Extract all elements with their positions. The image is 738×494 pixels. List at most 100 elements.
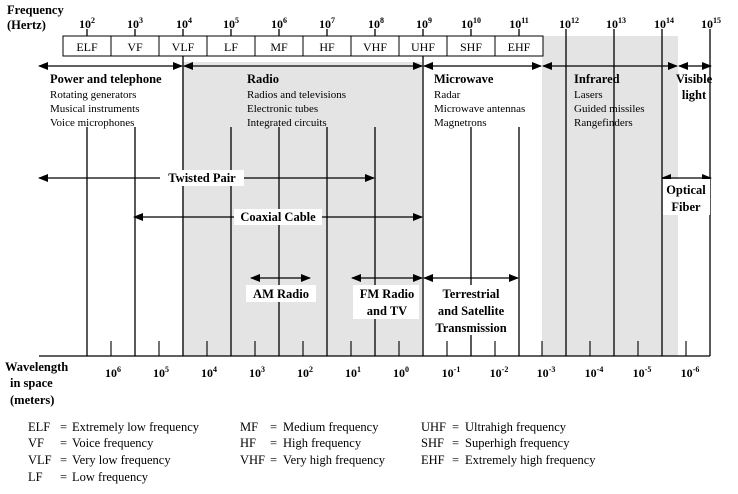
band-label-ehf: EHF [508, 40, 531, 54]
band-label-vhf: VHF [363, 40, 387, 54]
legend-eq: = [452, 420, 459, 434]
category-item: Musical instruments [50, 103, 140, 115]
category-item: Microwave antennas [434, 103, 525, 115]
freq-tick-1e10: 1010 [461, 16, 481, 31]
band-label-hf: HF [319, 40, 335, 54]
category-title: Infrared [574, 72, 620, 86]
meters-label: (meters) [10, 393, 54, 407]
legend-desc: Very low frequency [72, 453, 171, 467]
category-power-telephone: Power and telephone Rotating generators … [50, 72, 162, 129]
hertz-label: (Hertz) [7, 18, 46, 32]
legend-eq: = [60, 470, 67, 484]
category-item: Voice microphones [50, 117, 134, 129]
legend-eq: = [60, 420, 67, 434]
freq-tick-1e5: 105 [223, 16, 239, 31]
legend-eq: = [270, 436, 277, 450]
band-label-vlf: VLF [172, 40, 195, 54]
legend-abbr: VLF [28, 453, 52, 467]
legend-eq: = [452, 436, 459, 450]
in-space-label: in space [10, 376, 53, 390]
wl-tick-1e4: 104 [201, 365, 217, 380]
wavelength-minor-ticks [110, 341, 687, 356]
legend-abbr: UHF [421, 420, 446, 434]
frequency-tick-labels: 102 103 104 105 106 107 108 109 1010 101… [79, 16, 721, 31]
fm-radio-label-line1: FM Radio [360, 287, 415, 301]
wl-tick-1e6: 106 [105, 365, 121, 380]
category-title: Microwave [434, 72, 494, 86]
band-label-mf: MF [270, 40, 288, 54]
terrestrial-label-line1: Terrestrial [443, 287, 500, 301]
wavelength-label: Wavelength [5, 360, 68, 374]
legend-desc: Voice frequency [72, 436, 154, 450]
coaxial-cable-label: Coaxial Cable [240, 210, 316, 224]
legend-abbr: LF [28, 470, 43, 484]
wl-tick-1e-5: 10-5 [633, 365, 652, 380]
category-item: Magnetrons [434, 117, 487, 129]
freq-tick-1e14: 1014 [654, 16, 674, 31]
band-label-elf: ELF [76, 40, 98, 54]
category-item: Radar [434, 89, 461, 101]
wl-tick-1e-1: 10-1 [442, 365, 461, 380]
legend-eq: = [60, 453, 67, 467]
category-item: Rangefinders [574, 117, 633, 129]
wl-tick-1e2: 102 [297, 365, 313, 380]
category-item: Rotating generators [50, 89, 136, 101]
legend-desc: High frequency [283, 436, 362, 450]
category-title: Visible light [676, 72, 713, 102]
freq-tick-1e9: 109 [416, 16, 432, 31]
legend-abbr: EHF [421, 453, 445, 467]
legend-desc: Ultrahigh frequency [465, 420, 567, 434]
legend-eq: = [60, 436, 67, 450]
legend-eq: = [270, 453, 277, 467]
freq-tick-1e12: 1012 [559, 16, 579, 31]
optical-fiber-label-line2: Fiber [671, 200, 701, 214]
legend-eq: = [270, 420, 277, 434]
category-microwave: Microwave Radar Microwave antennas Magne… [434, 72, 525, 129]
category-title: Power and telephone [50, 72, 162, 86]
wl-tick-1e-4: 10-4 [585, 365, 604, 380]
freq-tick-1e6: 106 [271, 16, 287, 31]
wl-tick-1e-2: 10-2 [490, 365, 509, 380]
frequency-label: Frequency [7, 3, 64, 17]
wl-tick-1e1: 101 [345, 365, 361, 380]
legend-abbr: VHF [240, 453, 265, 467]
wavelength-tick-labels: 106 105 104 103 102 101 100 10-1 10-2 10… [105, 365, 699, 380]
category-infrared: Infrared Lasers Guided missiles Rangefin… [574, 72, 645, 129]
legend-desc: Superhigh frequency [465, 436, 570, 450]
category-item: Electronic tubes [247, 103, 318, 115]
freq-tick-1e11: 1011 [509, 16, 529, 31]
wl-tick-1e0: 100 [393, 365, 409, 380]
optical-fiber-label-line1: Optical [666, 183, 706, 197]
category-item: Guided missiles [574, 103, 645, 115]
category-visible-light: Visible light [676, 72, 713, 102]
legend-abbr: VF [28, 436, 44, 450]
freq-tick-1e15: 1015 [701, 16, 721, 31]
category-radio: Radio Radios and televisions Electronic … [247, 72, 346, 129]
freq-tick-1e4: 104 [176, 16, 192, 31]
twisted-pair-label: Twisted Pair [168, 171, 236, 185]
band-label-vf: VF [127, 40, 143, 54]
legend-abbr: MF [240, 420, 258, 434]
legend-desc: Low frequency [72, 470, 149, 484]
abbreviation-legend: ELF = Extremely low frequency VF = Voice… [28, 420, 596, 484]
category-item: Radios and televisions [247, 89, 346, 101]
freq-tick-1e3: 103 [127, 16, 143, 31]
terrestrial-label-line2: and Satellite [438, 304, 505, 318]
category-item: Lasers [574, 89, 603, 101]
wl-tick-1e3: 103 [249, 365, 265, 380]
legend-desc: Medium frequency [283, 420, 379, 434]
legend-desc: Extremely high frequency [465, 453, 596, 467]
band-label-lf: LF [224, 40, 238, 54]
freq-tick-1e13: 1013 [606, 16, 626, 31]
freq-tick-1e7: 107 [319, 16, 335, 31]
wl-tick-1e-6: 10-6 [681, 365, 700, 380]
vertical-grid-lines [86, 29, 711, 356]
band-labels: ELF VF VLF LF MF HF VHF UHF SHF EHF [76, 40, 530, 54]
fm-radio-label-line2: and TV [367, 304, 407, 318]
terrestrial-label-line3: Transmission [435, 321, 506, 335]
category-item: Integrated circuits [247, 117, 327, 129]
wl-tick-1e-3: 10-3 [537, 365, 556, 380]
category-title: Radio [247, 72, 279, 86]
freq-tick-1e2: 102 [79, 16, 95, 31]
